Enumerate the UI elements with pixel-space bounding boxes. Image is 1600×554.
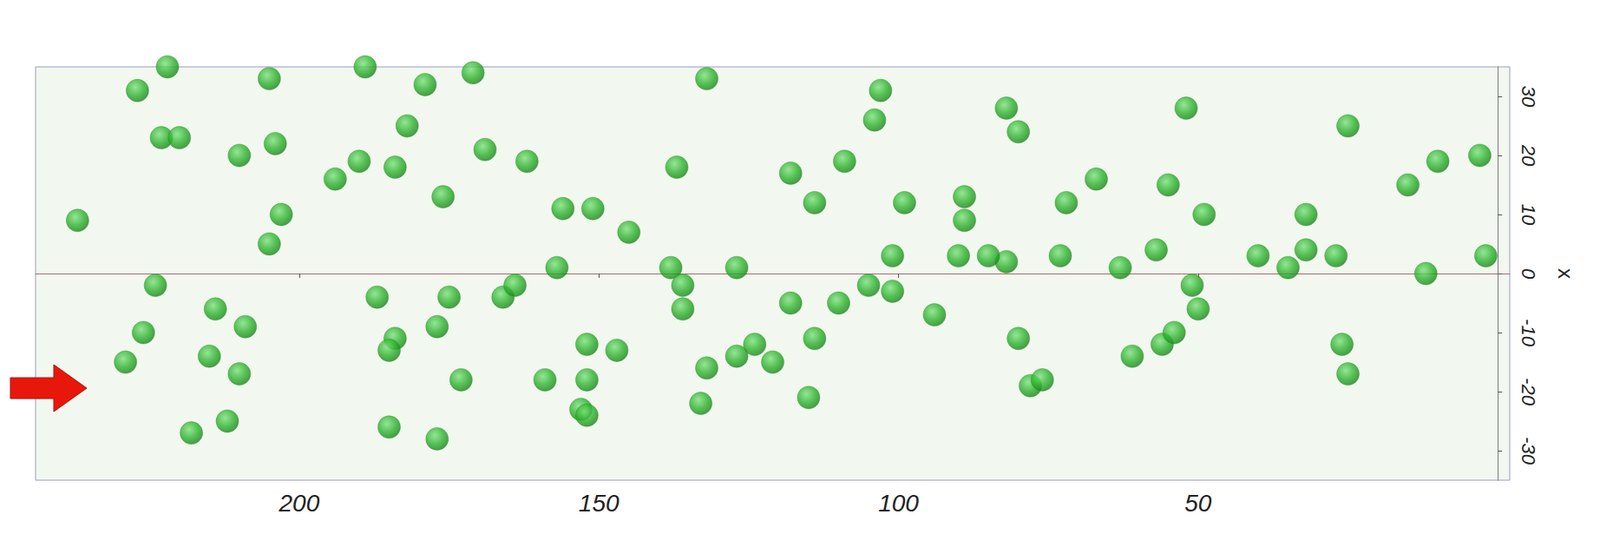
svg-text:20: 20 — [1517, 144, 1540, 167]
svg-text:100: 100 — [878, 489, 919, 517]
svg-text:30: 30 — [1517, 85, 1540, 108]
svg-text:x: x — [1554, 268, 1578, 279]
svg-text:150: 150 — [578, 489, 620, 517]
svg-text:10: 10 — [1517, 203, 1540, 226]
svg-text:50: 50 — [1184, 489, 1213, 517]
svg-text:-20: -20 — [1517, 377, 1540, 407]
svg-text:-30: -30 — [1517, 436, 1540, 466]
svg-text:200: 200 — [278, 489, 321, 517]
svg-text:-10: -10 — [1517, 318, 1540, 348]
svg-text:0: 0 — [1517, 268, 1540, 280]
